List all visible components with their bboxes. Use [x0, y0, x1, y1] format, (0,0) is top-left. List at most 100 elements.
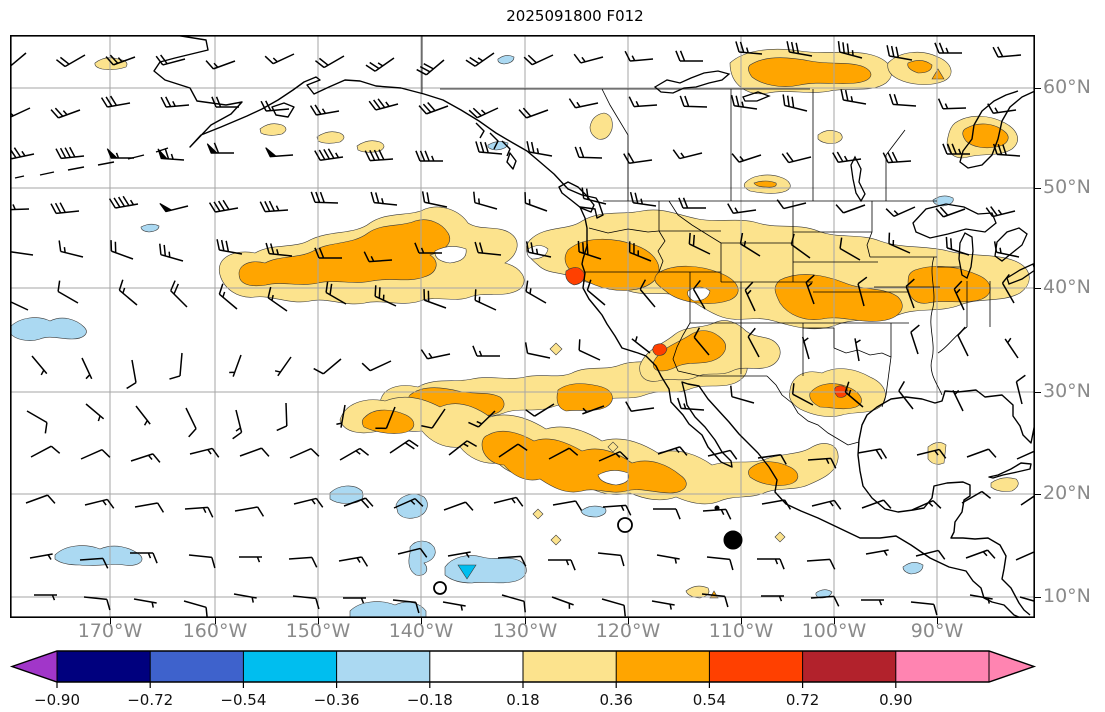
lat-tick-mark	[1035, 597, 1041, 598]
wind-barb	[548, 447, 579, 460]
wind-barb	[265, 242, 293, 257]
wind-barb	[524, 192, 548, 212]
wind-barb	[208, 199, 239, 213]
wind-barb	[1015, 374, 1026, 405]
wind-barb	[465, 52, 495, 67]
contour-region-blue-9	[902, 562, 924, 575]
wind-barb	[861, 599, 884, 606]
wind-barb	[475, 141, 503, 155]
contour-region-blue-4	[408, 540, 436, 576]
wind-barb	[631, 336, 651, 354]
wind-barb	[707, 449, 738, 460]
wind-barb	[518, 107, 549, 119]
state-border	[885, 129, 906, 201]
wind-barb	[421, 191, 448, 208]
wind-barb	[744, 281, 756, 312]
wind-barb	[288, 556, 318, 568]
wind-barb	[861, 499, 892, 509]
wind-barb	[757, 454, 787, 465]
wind-barb	[757, 558, 785, 570]
wind-barb	[730, 94, 758, 110]
lon-tick-label: 150°W	[285, 620, 351, 642]
contour-region-hole-s	[597, 470, 630, 486]
lon-tick-mark	[110, 618, 111, 624]
wind-barb	[264, 53, 295, 65]
wind-barb	[629, 191, 657, 207]
wind-barb	[267, 286, 288, 312]
colorbar-segment	[336, 651, 430, 682]
wind-barb	[969, 594, 993, 604]
graticule-layer	[10, 35, 1035, 618]
contour-region-south-band-orange-2	[481, 430, 687, 494]
wind-barb	[325, 281, 347, 305]
wind-barb	[468, 410, 496, 428]
wind-barb	[339, 447, 370, 461]
wind-barb	[118, 279, 138, 306]
wind-barb	[857, 448, 888, 460]
coastline	[153, 35, 1022, 618]
lat-tick-label: 60°N	[1043, 76, 1091, 98]
wind-barb	[159, 203, 189, 213]
wind-barb	[1015, 550, 1035, 561]
open-circle-marker	[433, 581, 447, 595]
wind-barb	[25, 494, 56, 504]
wind-barb	[551, 596, 574, 609]
lat-tick-label: 10°N	[1043, 585, 1091, 607]
wind-barb	[1001, 273, 1015, 304]
wind-barb	[957, 326, 969, 357]
wind-barb	[597, 552, 625, 567]
wind-barb	[239, 447, 270, 457]
wind-barb	[159, 243, 184, 262]
contour-region-blue-6	[54, 545, 143, 566]
contour-region-red-spot-nw	[565, 267, 585, 286]
wind-barb	[628, 241, 652, 262]
wind-barb	[414, 242, 442, 254]
lon-tick-mark	[741, 618, 742, 624]
chart-title: 2025091800 F012	[506, 7, 644, 25]
wind-barb	[524, 342, 551, 359]
wind-barb	[790, 233, 811, 259]
wind-barb	[672, 149, 703, 160]
contour-region-tiny-diamond-3	[607, 441, 619, 453]
lat-tick-mark	[1035, 188, 1041, 189]
wind-barb	[942, 143, 970, 155]
wind-barb	[58, 240, 84, 258]
wind-barb	[935, 206, 966, 218]
wind-barb	[985, 206, 1016, 218]
wind-barb	[314, 247, 342, 259]
contour-region-blue-11	[497, 55, 515, 65]
wind-barb	[577, 240, 602, 260]
wind-barb	[628, 96, 658, 108]
wind-barb	[675, 50, 703, 62]
wind-barb	[987, 103, 1017, 114]
contour-region-small-yellow-bc	[589, 112, 613, 140]
wind-barb	[184, 506, 214, 518]
contour-region-tiny-diamond-2	[532, 508, 544, 520]
wind-barb	[657, 446, 688, 456]
contour-region-blue-13	[140, 223, 160, 233]
wind-barb	[493, 496, 524, 507]
wind-barb	[50, 107, 81, 119]
colorbar-segment	[895, 651, 989, 682]
wind-barb	[233, 593, 257, 603]
wind-barb	[888, 232, 911, 254]
contour-region-north-band-orange-4	[907, 266, 991, 304]
lake-outline	[653, 70, 731, 94]
wind-barb	[885, 206, 916, 218]
wind-barb	[155, 54, 186, 66]
wind-barb	[338, 556, 369, 567]
wind-barb	[582, 405, 605, 415]
lon-tick-mark	[937, 618, 938, 624]
lon-tick-label: 100°W	[801, 620, 867, 642]
wind-barb	[34, 594, 57, 601]
wind-barb	[420, 349, 451, 360]
wind-barb	[84, 498, 115, 509]
wind-barb	[586, 279, 606, 306]
contour-fill-layer	[10, 48, 1030, 618]
contour-region-cyan-triangle	[457, 564, 477, 580]
wind-barb	[370, 191, 398, 206]
colorbar-segment	[57, 651, 151, 682]
wind-barb	[364, 149, 394, 162]
wind-barb	[361, 360, 392, 372]
wind-barb	[100, 95, 131, 108]
